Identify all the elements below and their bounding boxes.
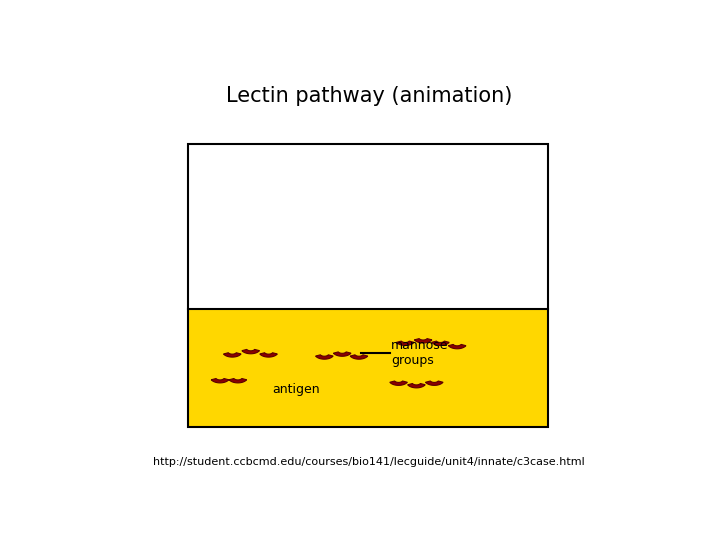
- Text: antigen: antigen: [273, 383, 320, 396]
- Polygon shape: [260, 353, 277, 357]
- Polygon shape: [350, 355, 368, 359]
- Polygon shape: [408, 383, 426, 388]
- Bar: [188, 144, 547, 427]
- Polygon shape: [426, 381, 443, 386]
- Polygon shape: [390, 381, 408, 386]
- Polygon shape: [229, 379, 247, 383]
- Polygon shape: [242, 349, 259, 354]
- Polygon shape: [415, 339, 432, 343]
- Text: mannose
groups: mannose groups: [392, 339, 449, 367]
- Polygon shape: [432, 341, 449, 346]
- Polygon shape: [397, 341, 414, 346]
- Polygon shape: [211, 379, 229, 383]
- Polygon shape: [333, 352, 351, 356]
- Polygon shape: [449, 345, 466, 349]
- Polygon shape: [223, 353, 241, 357]
- Text: http://student.ccbcmd.edu/courses/bio141/lecguide/unit4/innate/c3case.html: http://student.ccbcmd.edu/courses/bio141…: [153, 457, 585, 467]
- Bar: [188, 309, 547, 427]
- Bar: [188, 144, 547, 309]
- Text: Lectin pathway (animation): Lectin pathway (animation): [226, 86, 512, 106]
- Polygon shape: [315, 355, 333, 359]
